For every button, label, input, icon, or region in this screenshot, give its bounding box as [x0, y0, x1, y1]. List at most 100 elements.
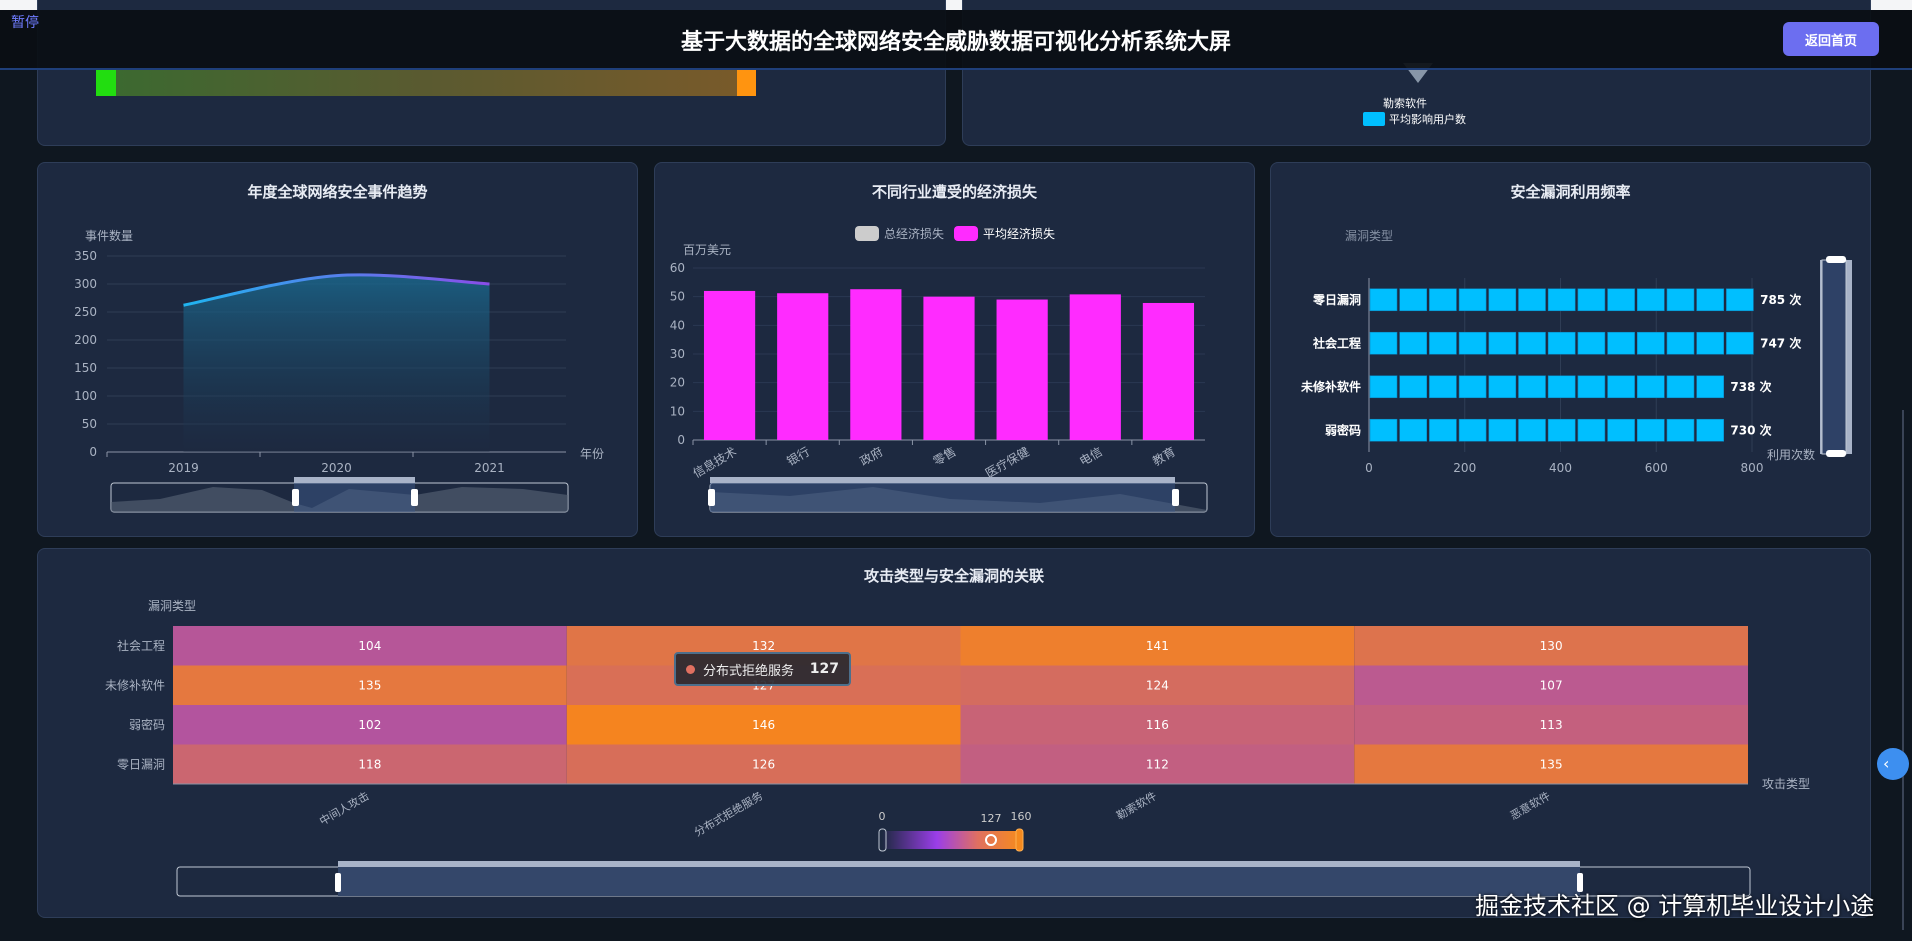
chart3-bar-block[interactable] — [1488, 418, 1517, 442]
chart3-bar-block[interactable] — [1666, 288, 1695, 312]
chart4-zoom-handle-left[interactable] — [335, 873, 341, 892]
heatmap-cell[interactable] — [566, 705, 961, 745]
chart2-bar[interactable] — [996, 299, 1048, 440]
legend-label[interactable]: 平均影响用户数 — [1389, 113, 1466, 126]
chart1-line[interactable] — [183, 273, 490, 307]
chart3-bar-block[interactable] — [1518, 418, 1546, 442]
chart3-bar-block[interactable] — [1399, 418, 1427, 442]
side-toggle-button[interactable]: ‹ — [1877, 748, 1909, 780]
chart3-bar-block[interactable] — [1429, 331, 1457, 355]
chart3-bar-block[interactable] — [1637, 288, 1665, 312]
chart3-bar-block[interactable] — [1547, 418, 1576, 442]
chart3-bar-block[interactable] — [1637, 331, 1665, 355]
visual-map-handle-min[interactable] — [878, 828, 887, 852]
chart2-bar[interactable] — [777, 293, 829, 440]
chart3-bar-block[interactable] — [1458, 288, 1487, 312]
chart3-bar-block[interactable] — [1547, 331, 1576, 355]
chart2-bar[interactable] — [923, 296, 975, 440]
legend-label-total[interactable]: 总经济损失 — [884, 227, 945, 241]
chart3-bar-block[interactable] — [1696, 288, 1724, 312]
chart3-bar-block[interactable] — [1726, 331, 1754, 355]
chart3-bar-block[interactable] — [1607, 375, 1635, 399]
heatmap-cell[interactable] — [960, 705, 1355, 745]
chart3-bar-block[interactable] — [1488, 375, 1517, 399]
chart3-bar-block[interactable] — [1369, 375, 1398, 399]
chart3-bar-block[interactable] — [1399, 288, 1427, 312]
chart2-zoom-handle-right[interactable] — [1172, 489, 1179, 506]
heatmap-cell[interactable] — [566, 744, 961, 785]
heatmap-cell[interactable] — [960, 626, 1355, 666]
chart3-bar-block[interactable] — [1666, 375, 1695, 399]
chart3-bar-block[interactable] — [1607, 418, 1635, 442]
legend-label-avg[interactable]: 平均经济损失 — [983, 227, 1056, 241]
chart3-bar-block[interactable] — [1488, 331, 1517, 355]
pause-link[interactable]: 暂停 — [11, 15, 39, 31]
chart3-bar-block[interactable] — [1399, 375, 1427, 399]
visual-map-handle-max[interactable] — [1015, 828, 1024, 852]
chart3-bar-block[interactable] — [1429, 418, 1457, 442]
chart2-datazoom[interactable] — [708, 477, 1208, 513]
chart3-bar-block[interactable] — [1429, 288, 1457, 312]
legend-swatch-total[interactable] — [855, 226, 879, 241]
chart2-bar[interactable] — [1069, 294, 1121, 440]
chart3-bar-block[interactable] — [1696, 418, 1724, 442]
chart3-bar-block[interactable] — [1577, 375, 1606, 399]
heatmap-value: 130 — [1540, 639, 1563, 653]
heatmap-cell[interactable] — [1354, 744, 1748, 785]
chart2-bar[interactable] — [1142, 302, 1195, 440]
chart3-bar-block[interactable] — [1577, 288, 1606, 312]
chart3-bar-block[interactable] — [1369, 331, 1398, 355]
chart3-bar-block[interactable] — [1696, 331, 1724, 355]
page-scrollbar[interactable] — [1902, 410, 1904, 930]
home-button[interactable]: 返回首页 — [1783, 22, 1879, 56]
heatmap-cell[interactable] — [173, 665, 567, 706]
chart3-bar-block[interactable] — [1577, 418, 1606, 442]
chart3-bar-block[interactable] — [1607, 288, 1635, 312]
chart3-bar-block[interactable] — [1518, 375, 1546, 399]
chart3-bar-block[interactable] — [1666, 331, 1695, 355]
heatmap-cell[interactable] — [1354, 665, 1748, 706]
legend-swatch-avg[interactable] — [954, 226, 978, 241]
heatmap-cell[interactable] — [173, 626, 567, 666]
chart3-bar-block[interactable] — [1369, 288, 1398, 312]
heatmap-value: 102 — [358, 718, 381, 732]
heatmap-cell[interactable] — [960, 744, 1355, 785]
chart3-zoom-handle-bottom[interactable] — [1826, 450, 1846, 457]
heatmap-cell[interactable] — [1354, 705, 1748, 745]
heatmap-cell[interactable] — [173, 705, 567, 745]
heatmap-cell[interactable] — [173, 744, 567, 785]
chart3-bar-block[interactable] — [1696, 375, 1724, 399]
chart3-bar-block[interactable] — [1518, 331, 1546, 355]
chart3-bar-block[interactable] — [1726, 288, 1754, 312]
chart3-bar-block[interactable] — [1666, 418, 1695, 442]
chart3-bar-block[interactable] — [1547, 375, 1576, 399]
chart3-bar-block[interactable] — [1637, 418, 1665, 442]
chart3-zoom-handle-top[interactable] — [1826, 256, 1846, 263]
chart3-bar-block[interactable] — [1518, 288, 1546, 312]
chart3-bar-block[interactable] — [1547, 288, 1576, 312]
chart4-datazoom[interactable] — [176, 861, 1751, 897]
chart1-ytick: 100 — [74, 389, 97, 403]
chart1-zoom-handle-left[interactable] — [292, 489, 299, 506]
chart3-bar-block[interactable] — [1577, 331, 1606, 355]
chart2-bar[interactable] — [850, 289, 902, 440]
chart3-bar-block[interactable] — [1607, 331, 1635, 355]
chart2-bar[interactable] — [703, 290, 756, 440]
chart3-bar-block[interactable] — [1488, 288, 1517, 312]
visual-map[interactable]: 0 127 160 — [878, 810, 1032, 852]
chart1-zoom-handle-right[interactable] — [411, 489, 418, 506]
chart1-datazoom[interactable] — [110, 477, 569, 513]
chart3-bar-block[interactable] — [1399, 331, 1427, 355]
chart3-bar-block[interactable] — [1369, 418, 1398, 442]
chart3-bar-block[interactable] — [1458, 418, 1487, 442]
chart3-bar-block[interactable] — [1458, 375, 1487, 399]
chart3-bar-block[interactable] — [1637, 375, 1665, 399]
chart2-zoom-handle-left[interactable] — [708, 489, 715, 506]
chart4-zoom-handle-right[interactable] — [1577, 873, 1583, 892]
chart3-bar-block[interactable] — [1429, 375, 1457, 399]
legend-swatch[interactable] — [1363, 112, 1385, 126]
chart3-bar-block[interactable] — [1458, 331, 1487, 355]
chart3-datazoom[interactable] — [1820, 256, 1852, 457]
heatmap-cell[interactable] — [960, 665, 1355, 706]
heatmap-cell[interactable] — [1354, 626, 1748, 666]
